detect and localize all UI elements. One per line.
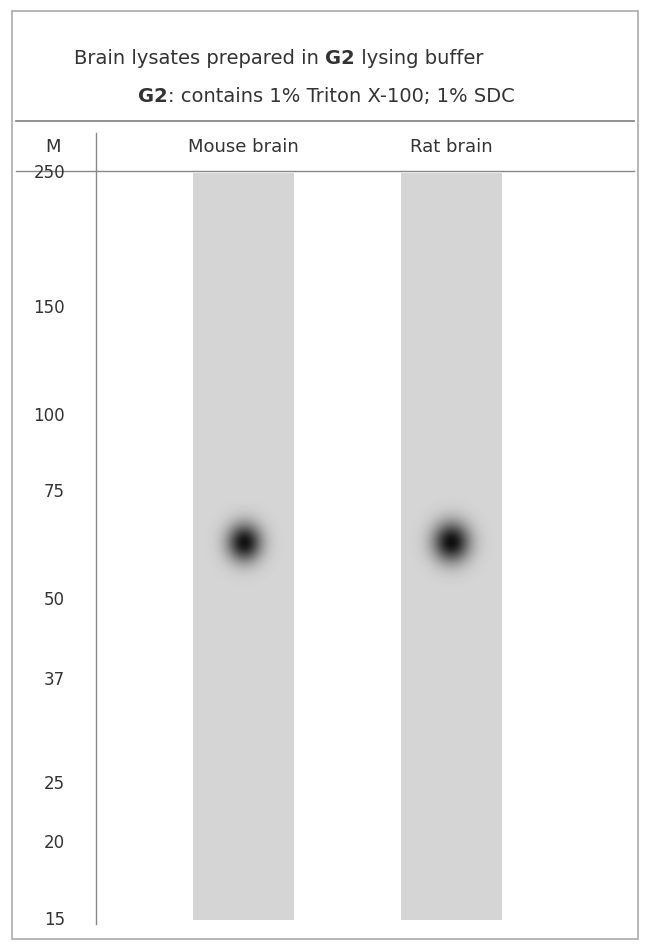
Text: Rat brain: Rat brain [410,138,493,155]
Text: M: M [46,138,61,155]
FancyBboxPatch shape [12,11,638,939]
Bar [401,173,502,920]
Text: 20: 20 [44,834,65,852]
Text: 37: 37 [44,671,65,689]
Text: 250: 250 [33,164,65,181]
Text: G2: G2 [138,87,168,106]
Text: 25: 25 [44,775,65,793]
Bar [194,173,294,920]
Text: 150: 150 [33,300,65,318]
Text: 50: 50 [44,591,65,609]
Text: 15: 15 [44,911,65,928]
Text: G2: G2 [325,49,355,68]
Text: Brain lysates prepared in: Brain lysates prepared in [74,49,325,68]
Text: : contains 1% Triton X-100; 1% SDC: : contains 1% Triton X-100; 1% SDC [168,87,514,106]
Text: 100: 100 [33,407,65,425]
Text: lysing buffer: lysing buffer [355,49,483,68]
Text: 75: 75 [44,483,65,501]
Text: Mouse brain: Mouse brain [188,138,299,155]
